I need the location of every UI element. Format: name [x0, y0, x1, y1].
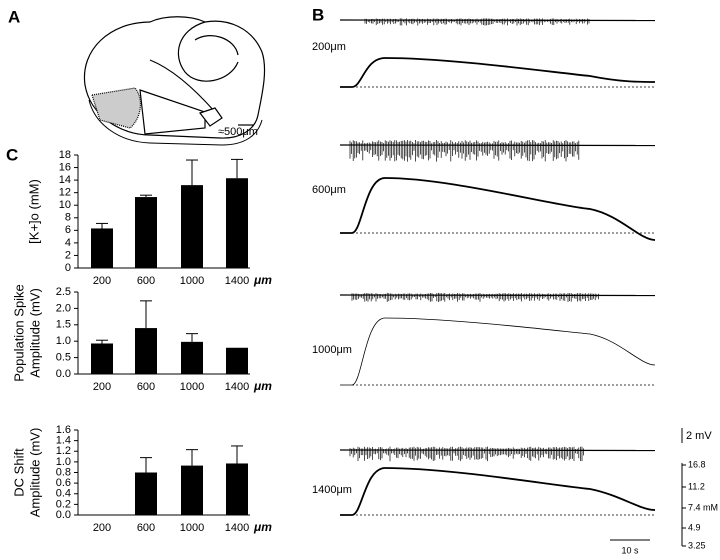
- k-scale-label: 11.2: [688, 481, 705, 491]
- x-unit: μm: [253, 379, 272, 393]
- y-tick-label: 1.2: [56, 445, 71, 457]
- y-tick-label: 1.4: [56, 435, 71, 447]
- y-tick-label: 2.0: [56, 302, 71, 314]
- depth-label: 200μm: [312, 41, 346, 53]
- bar: [226, 463, 248, 515]
- scale-label: ≈500μm: [218, 126, 258, 138]
- y-tick-label: 0: [65, 262, 71, 274]
- x-tick-label: 600: [137, 275, 155, 287]
- error-bar: [231, 158, 243, 179]
- x-tick-label: 1400: [225, 275, 249, 287]
- y-tick-label: 1.0: [56, 456, 71, 468]
- k-trace: [340, 317, 656, 386]
- bar: [181, 341, 203, 374]
- bar: [135, 472, 157, 515]
- error-bar: [140, 457, 152, 473]
- y-tick-label: 1.5: [56, 319, 71, 331]
- y-tick-label: 6: [65, 224, 71, 236]
- y-axis-label: DC Shift: [11, 448, 26, 497]
- panel-label: A: [8, 7, 20, 26]
- error-bar: [96, 339, 108, 344]
- error-bar: [140, 300, 152, 329]
- y-tick-label: 0.4: [56, 488, 71, 500]
- y-tick-label: 0.6: [56, 477, 71, 489]
- k-scale-label: 3.25: [688, 540, 706, 550]
- x-unit: μm: [253, 520, 272, 534]
- y-tick-label: 1.0: [56, 335, 71, 347]
- y-tick-label: 12: [59, 187, 71, 199]
- slice-diagram: [83, 16, 266, 146]
- x-tick-label: 200: [93, 275, 111, 287]
- bar: [181, 465, 203, 515]
- panel-label: B: [312, 5, 324, 24]
- panel-label: C: [6, 145, 18, 164]
- x-unit: μm: [253, 273, 272, 287]
- y-tick-label: 14: [59, 174, 71, 186]
- y-tick-label: 16: [59, 161, 71, 173]
- x-tick-label: 1000: [180, 275, 204, 287]
- error-bar: [140, 194, 152, 198]
- y-axis-label: Amplitude (mV): [27, 288, 42, 378]
- bar: [91, 343, 113, 374]
- x-tick-label: 200: [93, 522, 111, 534]
- x-tick-label: 600: [137, 522, 155, 534]
- x-tick-label: 1400: [225, 522, 249, 534]
- y-axis-label: Amplitude (mV): [27, 428, 42, 518]
- spikes: [349, 446, 584, 462]
- y-tick-label: 10: [59, 199, 71, 211]
- error-bar: [96, 222, 108, 229]
- k-trace: [340, 467, 656, 516]
- x-tick-label: 1400: [225, 381, 249, 393]
- y-tick-label: 0.8: [56, 466, 71, 478]
- bar: [135, 197, 157, 268]
- x-tick-label: 600: [137, 381, 155, 393]
- spikes: [364, 18, 590, 26]
- y-tick-label: 8: [65, 212, 71, 224]
- x-tick-label: 1000: [180, 381, 204, 393]
- k-scale-label: 7.4 mM: [688, 502, 718, 512]
- y-tick-label: 1.6: [56, 424, 71, 436]
- depth-label: 600μm: [312, 184, 346, 196]
- y-tick-label: 2: [65, 249, 71, 261]
- time-scale-label: 10 s: [621, 545, 639, 555]
- y-tick-label: 0.5: [56, 352, 71, 364]
- x-tick-label: 1000: [180, 522, 204, 534]
- error-bar: [186, 333, 198, 342]
- x-tick-label: 200: [93, 381, 111, 393]
- depth-label: 1000μm: [312, 344, 352, 356]
- y-tick-label: 18: [59, 149, 71, 161]
- bar: [135, 328, 157, 374]
- k-trace: [340, 177, 656, 241]
- y-tick-label: 0.0: [56, 509, 71, 521]
- y-axis-label: Population Spike: [11, 284, 26, 382]
- y-tick-label: 0.0: [56, 368, 71, 380]
- y-axis-label: [K+]o (mM): [26, 179, 41, 244]
- spikes: [349, 139, 580, 162]
- k-scale-label: 4.9: [688, 522, 701, 532]
- bar: [226, 178, 248, 268]
- error-bar: [186, 449, 198, 466]
- y-tick-label: 4: [65, 237, 71, 249]
- y-tick-label: 0.2: [56, 498, 71, 510]
- voltage-scale-label: 2 mV: [686, 430, 712, 442]
- k-scale-label: 16.8: [688, 459, 706, 469]
- error-bar: [186, 159, 198, 186]
- bar: [91, 228, 113, 268]
- error-bar: [231, 445, 243, 464]
- depth-label: 1400μm: [312, 484, 352, 496]
- k-trace: [340, 57, 656, 88]
- spikes: [351, 292, 599, 302]
- bar: [226, 347, 248, 374]
- bar: [181, 185, 203, 268]
- y-tick-label: 2.5: [56, 286, 71, 298]
